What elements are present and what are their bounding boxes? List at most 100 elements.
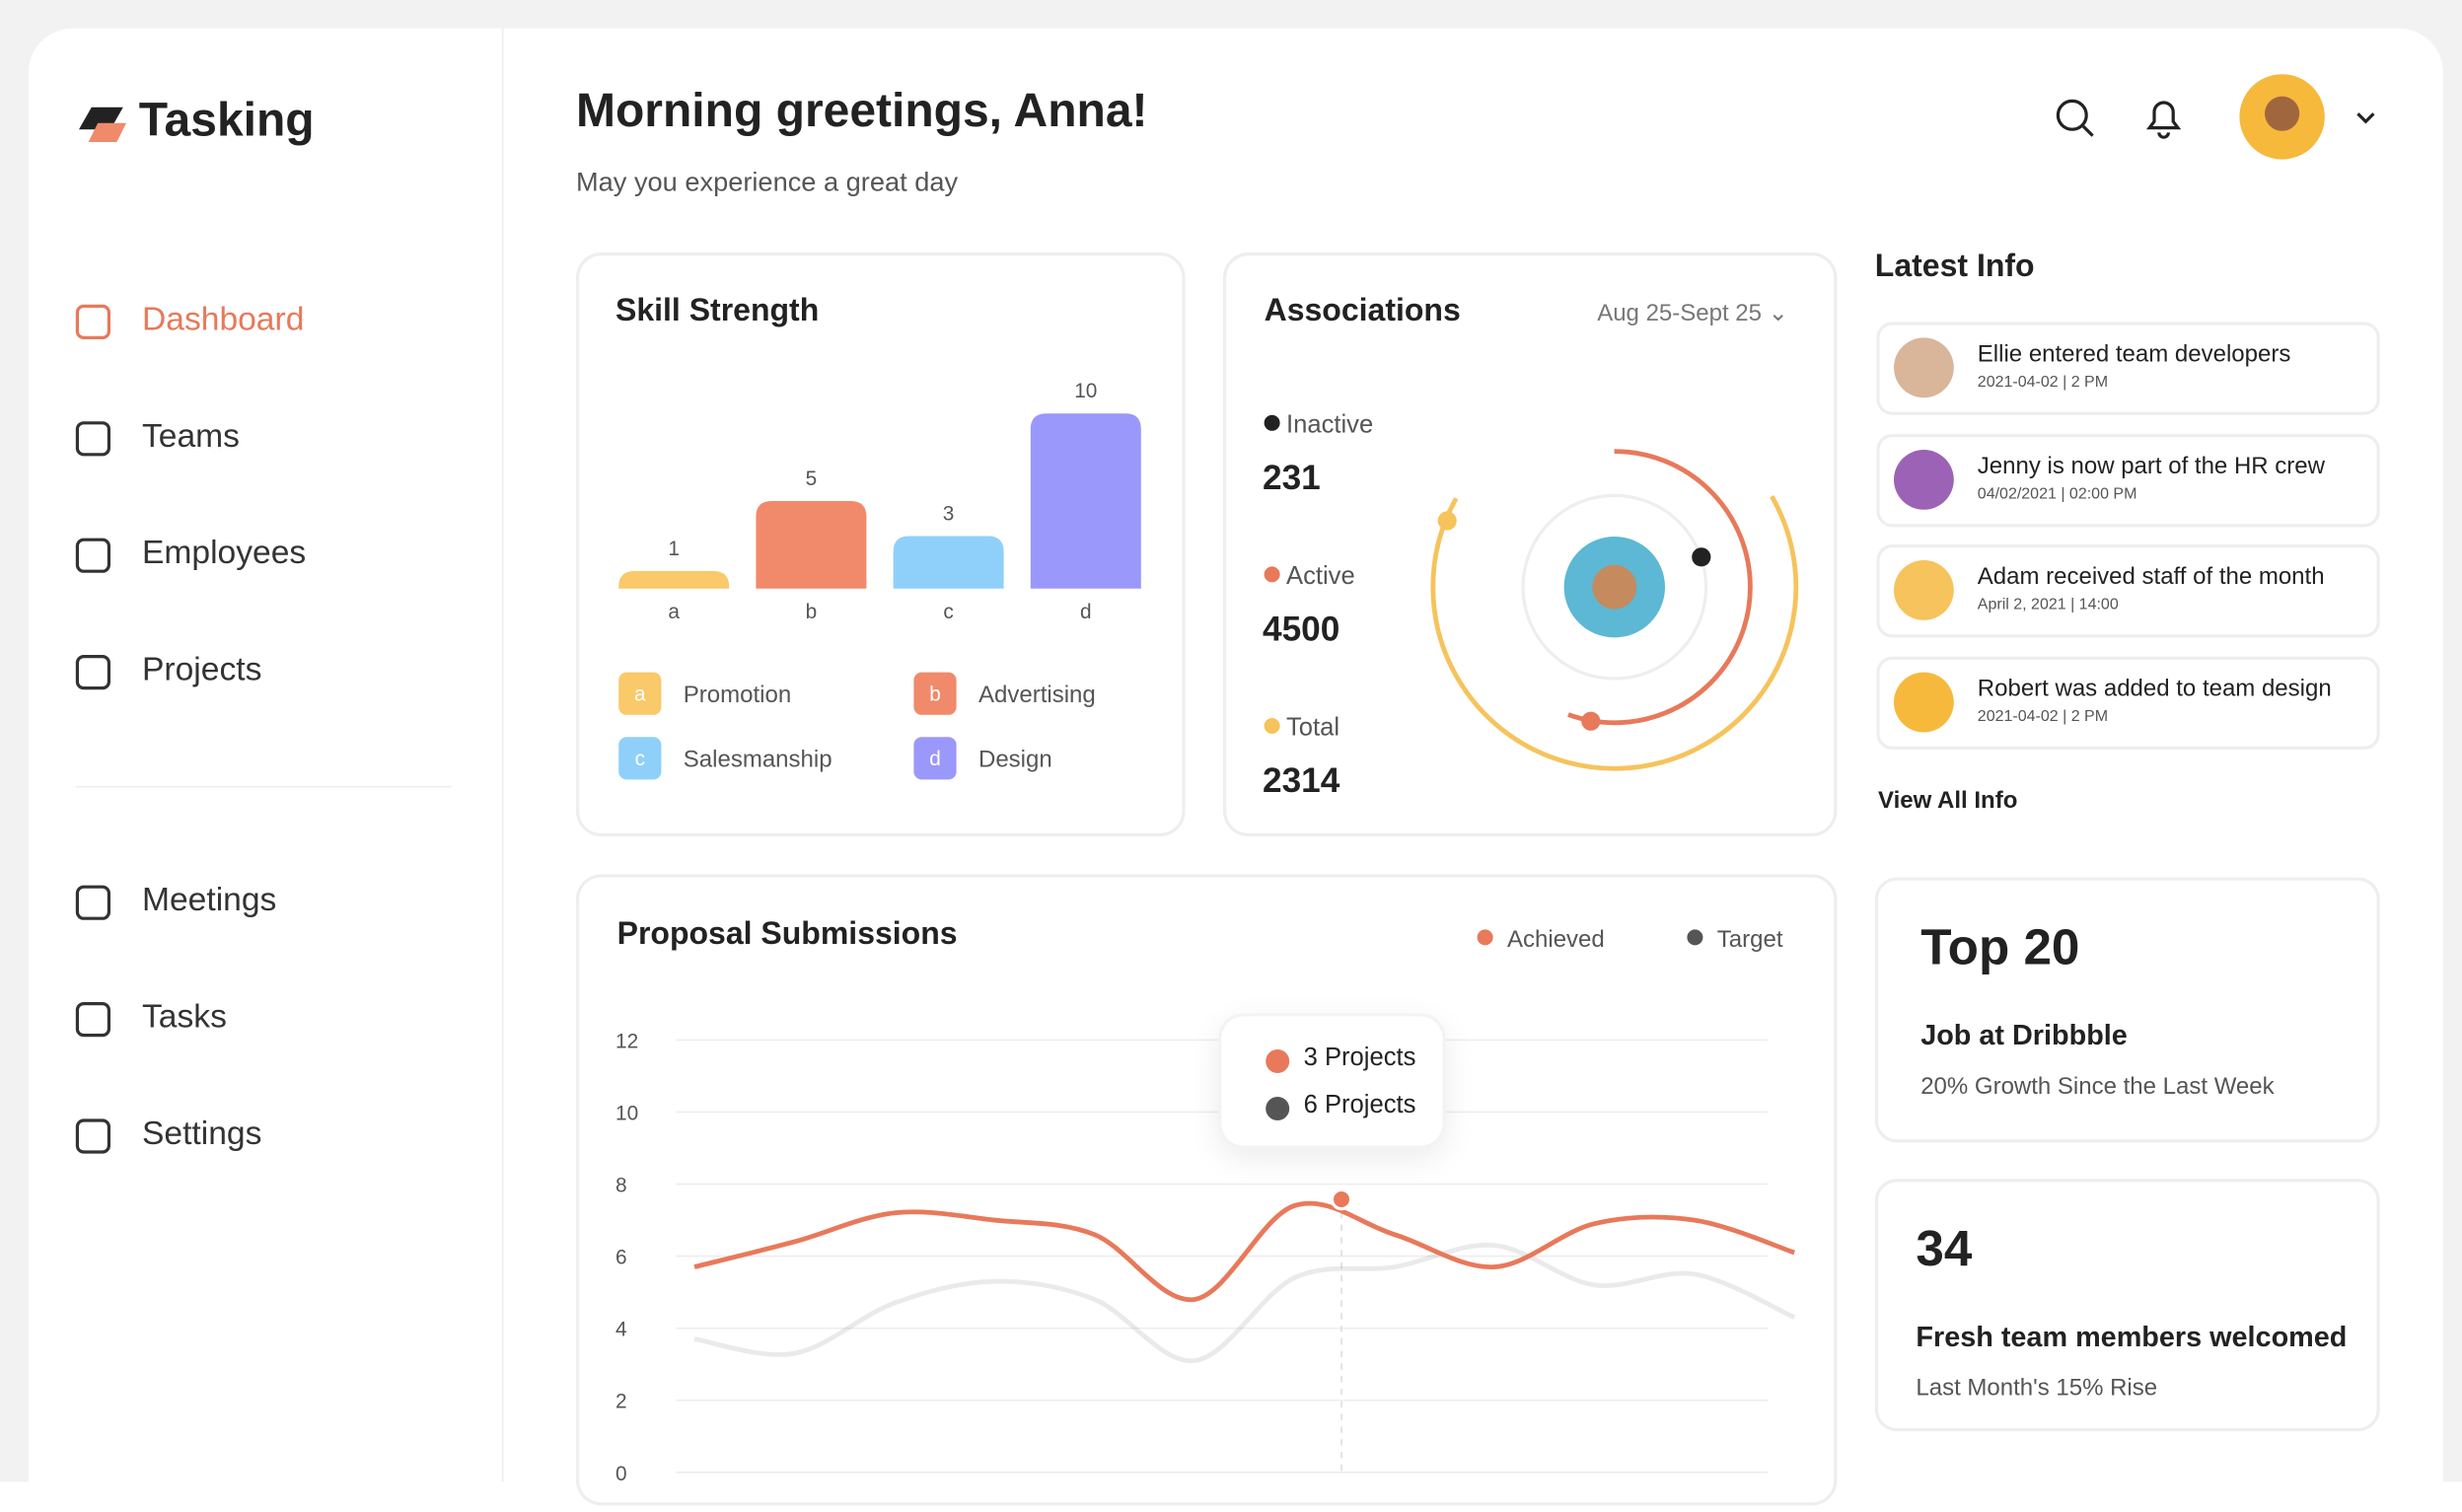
legend-swatch (913, 672, 957, 715)
info-item[interactable] (1876, 322, 2380, 415)
info-time: 2021-04-02 | 2 PM (1977, 707, 2109, 726)
nav-icon[interactable] (75, 421, 110, 457)
bar (1030, 413, 1141, 589)
nav-icon[interactable] (75, 304, 110, 339)
card-title: Proposal Submissions (616, 916, 958, 952)
bar (618, 571, 730, 589)
card-sub: 20% Growth Since the Last Week (1920, 1073, 2275, 1101)
sidebar-border (501, 28, 504, 1482)
info-avatar (1894, 449, 1954, 509)
card-sub: Last Month's 15% Rise (1916, 1374, 2158, 1402)
charts: 1 a a Promotion 5 b b Advertising 3 c c Salesmanshi… (616, 380, 1799, 1482)
brand: Tasking (138, 95, 315, 147)
legend-label: Salesmanship (684, 747, 833, 773)
stat-value: 2314 (1263, 761, 1340, 800)
stat-card (1874, 1179, 2380, 1432)
orbit-dot (1437, 511, 1457, 531)
stat-dot (1264, 718, 1280, 734)
bell-icon[interactable] (2140, 95, 2188, 142)
stat-value: 4500 (1263, 611, 1340, 649)
info-text: Adam received staff of the month (1977, 563, 2325, 591)
stat-dot (1264, 414, 1280, 431)
info-text: Ellie entered team developers (1977, 340, 2291, 368)
legend-swatch (913, 737, 957, 780)
x-label: d (1080, 601, 1092, 623)
value-label: 10 (1074, 380, 1097, 402)
info-avatar (1894, 337, 1954, 398)
date-range-text: Aug 25-Sept 25 (1597, 300, 1762, 327)
info-avatar (1894, 560, 1954, 620)
nav-item[interactable]: Tasks (142, 998, 227, 1036)
card-title: Skill Strength (616, 293, 820, 328)
y-tick-label: 2 (616, 1391, 627, 1413)
stat-label: Inactive (1286, 410, 1373, 438)
tooltip-text: 3 Projects (1303, 1044, 1416, 1072)
stat-dot (1264, 566, 1280, 583)
legend-dot (1477, 929, 1493, 946)
legend-letter: b (929, 683, 941, 705)
tooltip (1218, 1013, 1446, 1149)
card-headline: Top 20 (1920, 918, 2080, 975)
y-tick-label: 12 (616, 1030, 638, 1052)
nav-item[interactable]: Settings (142, 1116, 262, 1152)
nav-item[interactable]: Employees (142, 535, 307, 572)
y-tick-label: 0 (616, 1463, 627, 1482)
subtitle: May you experience a great day (576, 167, 959, 197)
y-tick-label: 4 (616, 1319, 627, 1341)
y-tick-label: 8 (616, 1175, 627, 1197)
nav-item[interactable]: Projects (142, 651, 262, 688)
x-label: c (943, 601, 953, 623)
nav-icon[interactable] (75, 1002, 110, 1038)
tooltip-dot (1266, 1097, 1290, 1120)
legend-dot (1687, 929, 1703, 946)
orbit (1521, 493, 1708, 681)
stat-label: Total (1286, 714, 1340, 742)
info-time: 04/02/2021 | 02:00 PM (1977, 485, 2137, 503)
y-tick-label: 6 (616, 1247, 627, 1269)
nav-icon[interactable] (75, 885, 110, 920)
divider (75, 785, 452, 788)
legend-label: Achieved (1507, 926, 1605, 953)
nav-icon[interactable] (75, 1118, 110, 1154)
line-series (693, 1242, 1796, 1363)
stat-value: 231 (1263, 459, 1321, 497)
info-item[interactable] (1876, 433, 2380, 527)
legend-label: Promotion (684, 682, 791, 708)
info-item[interactable] (1876, 655, 2380, 750)
nav-icon[interactable] (75, 655, 110, 690)
y-tick-label: 10 (616, 1102, 638, 1124)
card-title: Job at Dribbble (1920, 1019, 2128, 1051)
orbit-dot (1581, 711, 1601, 731)
info-avatar (1894, 671, 1954, 732)
avatar-face (1592, 564, 1637, 610)
nav-item[interactable]: Meetings (142, 882, 277, 919)
x-label: a (668, 601, 680, 623)
card-headline: 34 (1916, 1219, 1973, 1277)
associations-card (1223, 252, 1838, 836)
search-icon[interactable] (2052, 95, 2099, 142)
nav-icon[interactable] (75, 538, 110, 573)
logo (79, 105, 129, 157)
stat-label: Active (1286, 562, 1355, 590)
date-range[interactable]: Aug 25-Sept 25 ⌄ (1597, 300, 1788, 327)
bar (756, 501, 867, 589)
card-title: Fresh team members welcomed (1916, 1321, 2348, 1353)
greeting: Morning greetings, Anna! (576, 85, 1148, 138)
legend-letter: a (634, 683, 646, 705)
nav-item[interactable]: Dashboard (142, 301, 305, 338)
info-time: April 2, 2021 | 14:00 (1977, 596, 2119, 614)
profile[interactable] (2238, 73, 2396, 165)
orbit-dot (1692, 547, 1711, 567)
info-item[interactable] (1876, 544, 2380, 638)
orbit (1476, 449, 1753, 726)
legend-letter: d (929, 748, 941, 770)
view-all[interactable]: View All Info (1878, 787, 2018, 815)
info-time: 2021-04-02 | 2 PM (1977, 374, 2109, 392)
bar (893, 536, 1004, 589)
nav-item[interactable]: Teams (142, 418, 240, 455)
info-text: Robert was added to team design (1977, 675, 2332, 702)
tooltip-text: 6 Projects (1303, 1092, 1416, 1119)
tooltip-dot (1266, 1049, 1290, 1073)
legend-label: Design (978, 747, 1052, 773)
